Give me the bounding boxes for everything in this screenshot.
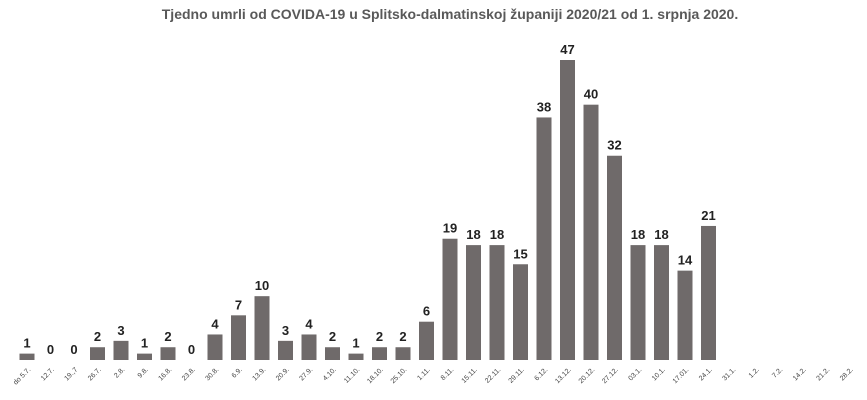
bar [442, 238, 458, 360]
bar [607, 155, 622, 360]
bar [419, 321, 434, 360]
value-label: 0 [188, 342, 195, 357]
bar [325, 347, 340, 360]
value-label: 1 [23, 336, 30, 351]
x-tick-label: 28.2. [839, 366, 855, 382]
bar [278, 340, 293, 360]
bar [348, 353, 364, 360]
value-label: 10 [255, 278, 269, 293]
x-tick-label: 6.9. [231, 366, 244, 379]
x-tick-label: 1.11. [416, 366, 432, 382]
x-tick-label: 30.8. [204, 366, 220, 382]
x-tick-label: 4.10. [322, 366, 338, 382]
x-tick-label: 1.2. [748, 366, 761, 379]
value-label: 38 [537, 99, 551, 114]
bar [630, 245, 646, 360]
x-tick-label: 13.9. [251, 366, 267, 382]
x-tick-label: 25.10. [390, 366, 409, 385]
value-label: 0 [47, 342, 54, 357]
value-label: 2 [164, 329, 171, 344]
value-label: 2 [399, 329, 406, 344]
value-label: 3 [282, 323, 289, 338]
value-label: 14 [678, 253, 693, 268]
x-tick-label: 29.11. [508, 366, 526, 384]
value-label: 18 [654, 227, 668, 242]
value-label: 32 [607, 138, 621, 153]
bar [513, 264, 528, 360]
x-tick-label: 6.12. [533, 366, 549, 382]
bar [536, 117, 552, 360]
x-tick-label: 7.2. [771, 366, 784, 379]
x-tick-label: 16.8. [157, 366, 173, 382]
x-tick-label: 21.2. [815, 366, 831, 382]
value-label: 6 [423, 304, 430, 319]
bar [113, 340, 129, 360]
x-tick-label: 27.9. [298, 366, 314, 382]
bar [90, 347, 105, 360]
x-tick-label: 22.11. [484, 366, 502, 384]
x-tick-label: 14.2. [792, 366, 808, 382]
x-tick-label: 2.8. [113, 366, 126, 379]
value-label: 2 [376, 329, 383, 344]
x-tick-label: 9.8. [137, 366, 150, 379]
value-label: 18 [466, 227, 480, 242]
x-tick-label: 12.7. [40, 366, 56, 382]
bar [137, 353, 152, 360]
x-tick-label: 31.1. [721, 366, 737, 382]
value-label: 2 [329, 329, 336, 344]
x-tick-label: 20.9. [275, 366, 291, 382]
chart-title: Tjedno umrli od COVIDA-19 u Splitsko-dal… [162, 6, 738, 22]
value-label: 4 [305, 316, 313, 331]
value-label: 1 [141, 336, 148, 351]
x-tick-label: 13.12. [554, 366, 573, 385]
value-label: 18 [631, 227, 645, 242]
x-tick-label: 20.12. [578, 366, 597, 385]
bar [207, 334, 223, 360]
x-tick-label: 26.7. [87, 366, 103, 382]
bar [701, 225, 716, 360]
x-tick-label: 03.1. [627, 366, 643, 382]
bar [583, 104, 599, 361]
bar [160, 347, 176, 360]
value-label: 21 [701, 208, 715, 223]
bar [301, 334, 317, 360]
x-tick-label: 19.,7 [63, 366, 79, 382]
bar [466, 245, 481, 360]
x-tick-label: 8.11. [440, 366, 456, 382]
x-tick-label: 10.1. [651, 366, 667, 382]
x-tick-label: do 5.7. [12, 366, 32, 386]
x-tick-label: 24.1. [698, 366, 714, 382]
value-label: 4 [211, 316, 219, 331]
value-label: 19 [443, 221, 457, 236]
value-label: 1 [352, 336, 359, 351]
bar [254, 296, 270, 360]
x-tick-label: 11.10. [343, 366, 361, 384]
value-label: 40 [584, 87, 598, 102]
x-tick-label: 18.10. [366, 366, 385, 385]
value-label: 18 [490, 227, 504, 242]
value-label: 3 [117, 323, 124, 338]
value-label: 2 [94, 329, 101, 344]
bar [654, 245, 669, 360]
bar [677, 270, 693, 360]
bar [395, 347, 411, 360]
x-tick-label: 17.01. [672, 366, 691, 385]
value-label: 7 [235, 297, 242, 312]
bar [19, 353, 35, 360]
bar [231, 315, 246, 360]
bar [372, 347, 387, 360]
value-label: 0 [70, 342, 77, 357]
value-label: 15 [513, 246, 527, 261]
value-label: 47 [560, 42, 574, 57]
bar [560, 60, 575, 360]
x-tick-label: 15.11. [461, 366, 479, 384]
bar [489, 245, 505, 360]
x-tick-label: 23.8. [181, 366, 197, 382]
x-tick-label: 27.12. [601, 366, 620, 385]
